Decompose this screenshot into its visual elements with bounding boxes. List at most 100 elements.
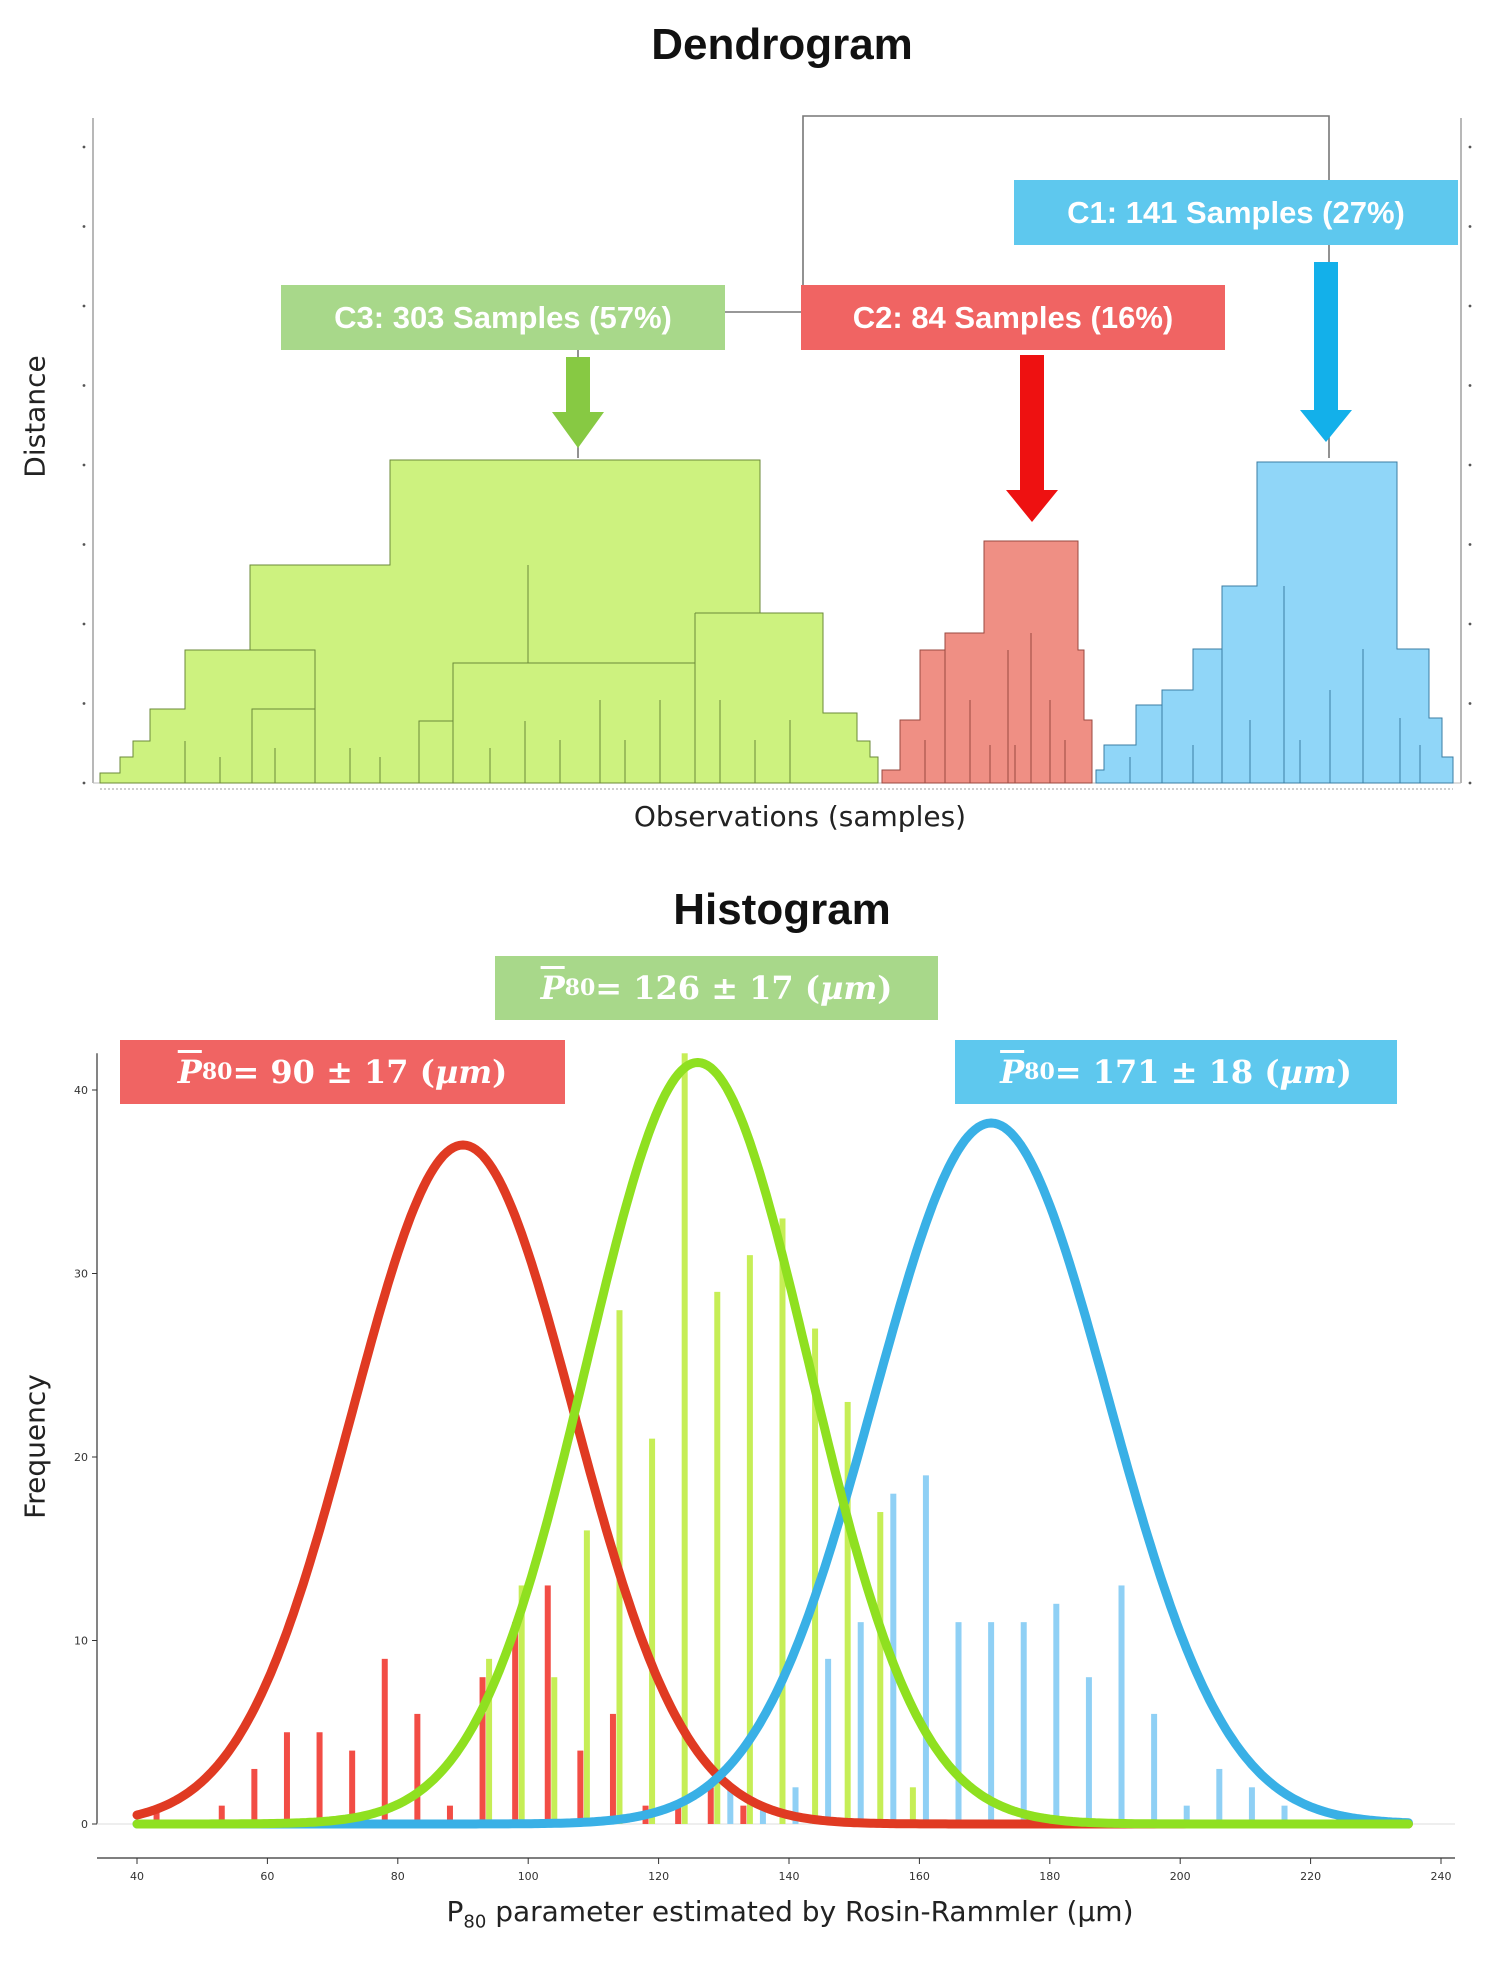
x-tick-label: 240 bbox=[1431, 1870, 1452, 1883]
cluster-c3-silhouette bbox=[99, 459, 879, 784]
bar-c2 bbox=[544, 1585, 551, 1824]
bar-c2 bbox=[479, 1677, 486, 1824]
arrow-c2 bbox=[1006, 355, 1058, 522]
bar-c1 bbox=[1118, 1585, 1125, 1824]
dendro-ytick bbox=[82, 304, 86, 308]
dendrogram-plot bbox=[82, 115, 1472, 790]
x-tick-label: 40 bbox=[130, 1870, 144, 1883]
dendro-ytick-right bbox=[1468, 543, 1472, 546]
bar-c3 bbox=[486, 1658, 493, 1824]
dendro-ytick bbox=[82, 463, 86, 467]
x-label-rest: parameter estimated by Rosin-Rammler (µm… bbox=[486, 1895, 1134, 1928]
bar-c1 bbox=[922, 1475, 929, 1824]
ann-red-rest: = 90 ± 17 ( bbox=[232, 1053, 435, 1091]
label-c1: C1: 141 Samples (27%) bbox=[1014, 180, 1458, 245]
y-tick-label: 20 bbox=[74, 1451, 88, 1464]
x-label-p: P bbox=[446, 1895, 464, 1928]
y-tick-label: 30 bbox=[74, 1268, 88, 1281]
dendro-ytick-right bbox=[1468, 304, 1472, 308]
bar-c3 bbox=[518, 1585, 525, 1824]
bar-c2 bbox=[512, 1622, 519, 1824]
annotation-green: P 80 = 126 ± 17 (µm) bbox=[495, 956, 938, 1020]
bar-c2 bbox=[251, 1768, 258, 1824]
ann-red-sym: P bbox=[177, 1053, 202, 1091]
cluster-c1-silhouette bbox=[1095, 461, 1454, 784]
dendro-ytick-right bbox=[1468, 145, 1472, 149]
bar-c2 bbox=[316, 1732, 323, 1824]
x-tick-label: 120 bbox=[648, 1870, 669, 1883]
ann-green-rest: = 126 ± 17 ( bbox=[595, 969, 820, 1007]
dendro-ytick-right bbox=[1468, 622, 1472, 626]
dendro-ytick-right bbox=[1468, 702, 1472, 705]
x-tick-label: 100 bbox=[518, 1870, 539, 1883]
ann-blue-unit: µm bbox=[1279, 1053, 1337, 1091]
curve-c3 bbox=[132, 1058, 1413, 1829]
dendrogram-title: Dendrogram bbox=[651, 20, 913, 69]
y-tick-label: 0 bbox=[81, 1818, 88, 1831]
bar-c1 bbox=[955, 1622, 962, 1824]
x-label-sub: 80 bbox=[463, 1911, 487, 1933]
bar-c2 bbox=[577, 1750, 584, 1824]
bar-c2 bbox=[446, 1805, 453, 1824]
bar-c2 bbox=[707, 1787, 714, 1824]
bar-c3 bbox=[649, 1438, 656, 1824]
bar-c1 bbox=[857, 1622, 864, 1824]
bar-c2 bbox=[153, 1805, 160, 1824]
bar-c3 bbox=[877, 1512, 884, 1824]
dendro-ytick bbox=[82, 543, 86, 546]
bar-c2 bbox=[349, 1750, 356, 1824]
histogram-title: Histogram bbox=[673, 885, 891, 934]
bar-c3 bbox=[714, 1291, 721, 1824]
bar-c3 bbox=[909, 1787, 916, 1824]
ann-blue-sub: 80 bbox=[1024, 1059, 1055, 1085]
y-tick-label: 10 bbox=[74, 1635, 88, 1648]
bar-c3 bbox=[551, 1677, 558, 1824]
x-tick-label: 220 bbox=[1300, 1870, 1321, 1883]
label-c3-text: C3: 303 Samples (57%) bbox=[334, 299, 672, 335]
dendro-ytick bbox=[82, 145, 86, 149]
bar-c2 bbox=[609, 1713, 616, 1824]
ann-blue-rest: = 171 ± 18 ( bbox=[1054, 1053, 1280, 1091]
dendro-ytick bbox=[82, 384, 86, 387]
bar-c2 bbox=[414, 1713, 421, 1824]
arrow-c1 bbox=[1300, 262, 1352, 442]
ann-green-unit: µm bbox=[819, 969, 878, 1007]
y-tick-label: 40 bbox=[74, 1084, 88, 1097]
bar-c2 bbox=[381, 1658, 388, 1824]
x-tick-label: 160 bbox=[909, 1870, 930, 1883]
dendro-ytick-right bbox=[1468, 463, 1472, 467]
bar-c1 bbox=[727, 1787, 734, 1824]
bar-c2 bbox=[218, 1805, 225, 1824]
ann-red-unit: µm bbox=[434, 1053, 493, 1091]
bar-c3 bbox=[746, 1255, 753, 1824]
cluster-c1-branches bbox=[1095, 461, 1454, 784]
dendro-ytick bbox=[82, 622, 86, 626]
label-c1-text: C1: 141 Samples (27%) bbox=[1067, 194, 1405, 230]
bar-c1 bbox=[988, 1622, 995, 1824]
ann-green-end: ) bbox=[877, 969, 893, 1007]
ann-red-end: ) bbox=[492, 1053, 508, 1091]
curve-c1 bbox=[132, 1118, 1413, 1829]
annotation-red: P 80 = 90 ± 17 (µm) bbox=[120, 1040, 565, 1104]
bar-c1 bbox=[1248, 1787, 1255, 1824]
label-c2-text: C2: 84 Samples (16%) bbox=[852, 299, 1174, 335]
bar-c3 bbox=[583, 1530, 590, 1824]
bar-c1 bbox=[1020, 1622, 1027, 1824]
x-tick-label: 60 bbox=[260, 1870, 274, 1883]
bar-c3 bbox=[779, 1218, 786, 1824]
bar-c1 bbox=[1151, 1713, 1158, 1824]
x-tick-label: 200 bbox=[1170, 1870, 1191, 1883]
bar-c2 bbox=[283, 1732, 290, 1824]
dendro-ytick-right bbox=[1468, 384, 1472, 387]
dendro-ytick-right bbox=[1468, 225, 1472, 228]
bar-c1 bbox=[825, 1658, 832, 1824]
cluster-c3-branches bbox=[99, 459, 879, 784]
label-c2: C2: 84 Samples (16%) bbox=[801, 285, 1225, 350]
dendro-ytick bbox=[82, 781, 86, 785]
bar-c1 bbox=[1085, 1677, 1092, 1824]
annotation-blue: P 80 = 171 ± 18 (µm) bbox=[955, 1040, 1397, 1104]
bar-c2 bbox=[740, 1805, 747, 1824]
ann-red-sub: 80 bbox=[201, 1059, 233, 1085]
bar-c1 bbox=[759, 1805, 766, 1824]
